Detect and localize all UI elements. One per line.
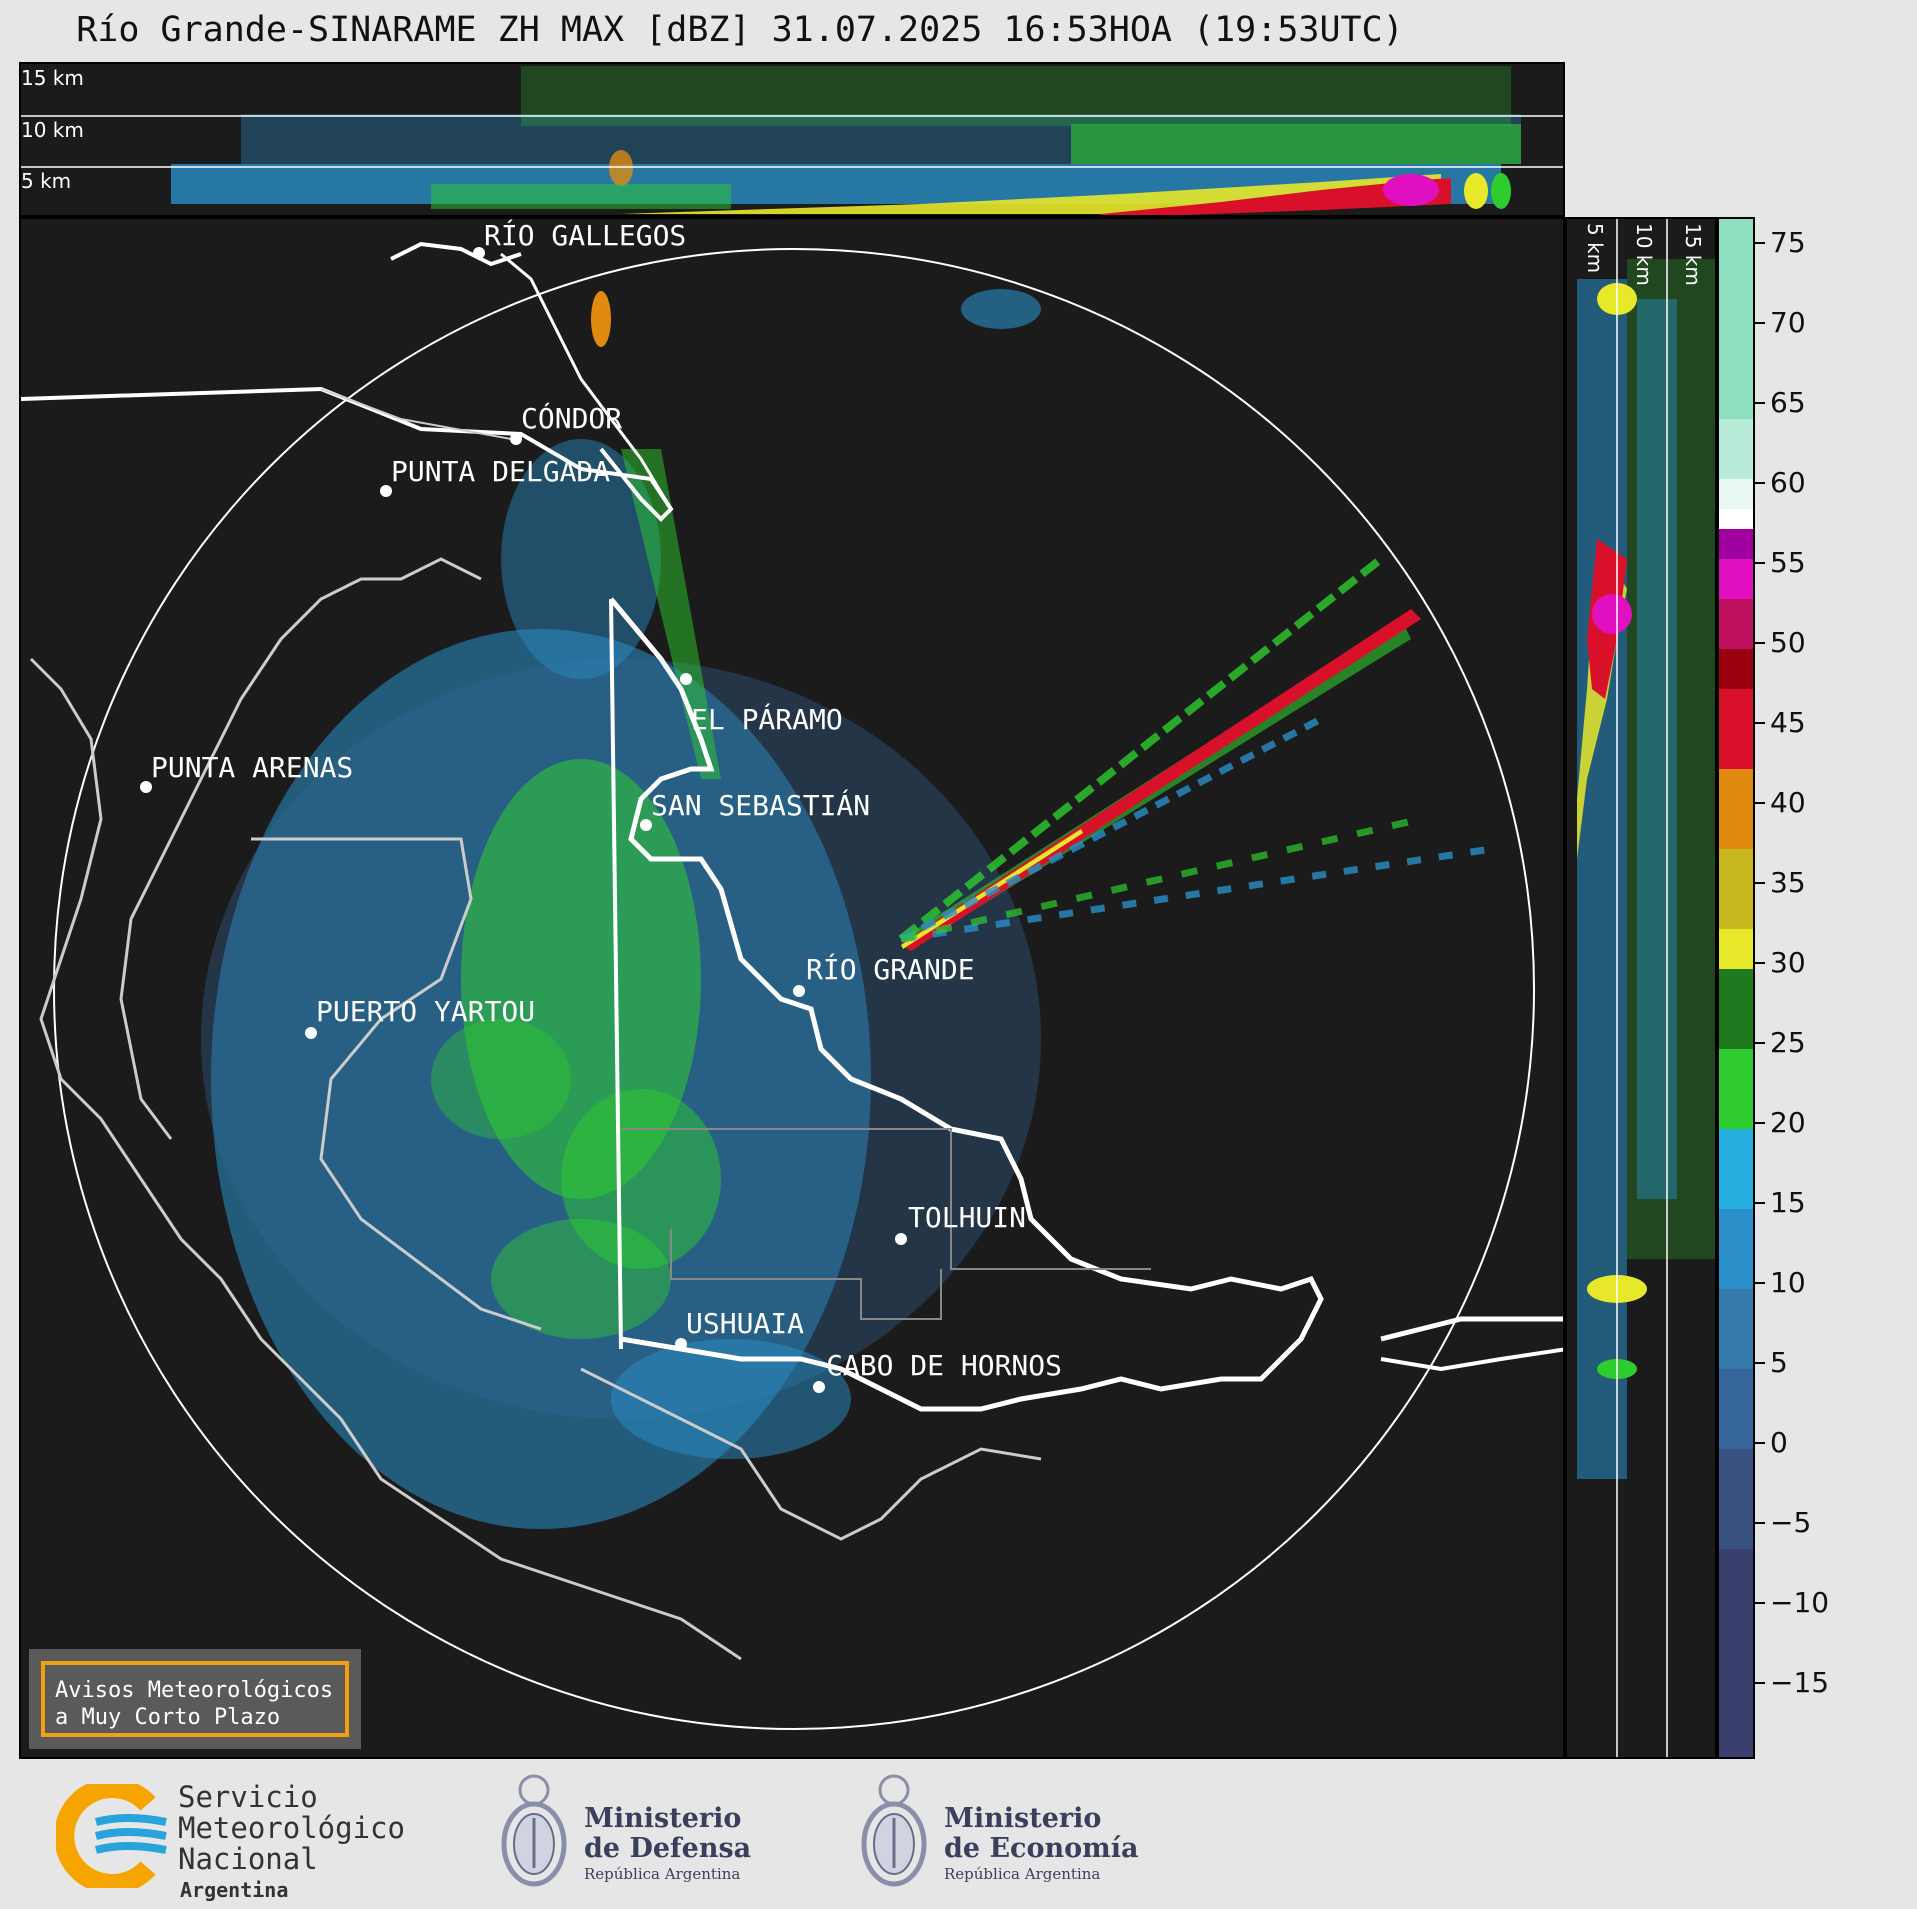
top-profile-graphic <box>21 66 1563 215</box>
side-profile-graphic <box>1577 219 1715 1757</box>
city-label-rio-gallegos: RÍO GALLEGOS <box>484 219 687 252</box>
colorbar-label: 40 <box>1770 786 1806 819</box>
defensa-line-1: Ministerio <box>584 1803 742 1834</box>
notice-line-2: a Muy Corto Plazo <box>55 1705 281 1730</box>
colorbar-label: −5 <box>1770 1506 1812 1539</box>
colorbar-label: 55 <box>1770 546 1806 579</box>
city-label-punta-delgada: PUNTA DELGADA <box>391 455 611 488</box>
colorbar-tick <box>1755 642 1765 644</box>
notice-text: Avisos Meteorológicos a Muy Corto Plazo <box>41 1661 349 1737</box>
argentina-coat-of-arms-icon <box>501 1774 567 1887</box>
city-label-cabo-de-hornos: CABO DE HORNOS <box>826 1349 1063 1382</box>
notice-box: Avisos Meteorológicos a Muy Corto Plazo <box>29 1649 361 1749</box>
city-label-san-sebastian: SAN SEBASTIÁN <box>651 789 871 822</box>
colorbar-label: −15 <box>1770 1666 1830 1699</box>
defensa-sub: República Argentina <box>584 1865 741 1883</box>
colorbar-graphic <box>1719 219 1753 1757</box>
city-label-puerto-yartou: PUERTO YARTOU <box>316 995 536 1028</box>
smn-line-4: Argentina <box>180 1878 289 1902</box>
height-label-10km: 10 km <box>21 118 84 142</box>
colorbar-tick <box>1755 1202 1765 1204</box>
colorbar-tick <box>1755 1042 1765 1044</box>
colorbar-tick <box>1755 1442 1765 1444</box>
colorbar-label: 75 <box>1770 226 1806 259</box>
colorbar-label: 30 <box>1770 946 1806 979</box>
colorbar-tick <box>1755 802 1765 804</box>
colorbar-tick <box>1755 482 1765 484</box>
notice-line-1: Avisos Meteorológicos <box>55 1678 334 1703</box>
radar-map-graphic <box>21 241 1563 1730</box>
colorbar-tick <box>1755 1682 1765 1684</box>
colorbar-label: 5 <box>1770 1346 1788 1379</box>
colorbar-tick <box>1755 402 1765 404</box>
ministerio-economia-text: Ministerio de Economía República Argenti… <box>944 1804 1138 1884</box>
colorbar-label: 70 <box>1770 306 1806 339</box>
city-label-punta-arenas: PUNTA ARENAS <box>151 751 354 784</box>
colorbar-tick <box>1755 1522 1765 1524</box>
economia-sub: República Argentina <box>944 1865 1101 1883</box>
colorbar-tick <box>1755 1602 1765 1604</box>
city-label-el-paramo: EL PÁRAMO <box>691 703 843 736</box>
side-height-label-15km: 15 km <box>1681 223 1705 286</box>
economia-line-1: Ministerio <box>944 1803 1102 1834</box>
side-height-label-5km: 5 km <box>1583 223 1607 274</box>
city-label-tolhuin: TOLHUIN <box>908 1201 1027 1234</box>
top-height-profile: 15 km 10 km 5 km <box>19 62 1565 217</box>
smn-logo-icon <box>56 1784 167 1888</box>
colorbar-tick <box>1755 1282 1765 1284</box>
colorbar-label: 60 <box>1770 466 1806 499</box>
smn-line-2: Meteorológico <box>178 1811 405 1845</box>
dbz-colorbar <box>1717 217 1755 1759</box>
argentina-coat-of-arms-icon-2 <box>861 1774 927 1887</box>
colorbar-label: 25 <box>1770 1026 1806 1059</box>
colorbar-tick <box>1755 322 1765 324</box>
radar-map: RÍO GALLEGOS CÓNDOR PUNTA DELGADA PUNTA … <box>19 217 1565 1759</box>
colorbar-label: 65 <box>1770 386 1806 419</box>
colorbar-tick <box>1755 242 1765 244</box>
height-label-15km: 15 km <box>21 66 84 90</box>
colorbar-label: 15 <box>1770 1186 1806 1219</box>
colorbar-tick <box>1755 562 1765 564</box>
economia-line-2: de Economía <box>944 1833 1139 1864</box>
colorbar-label: 20 <box>1770 1106 1806 1139</box>
smn-logo-text: Servicio Meteorológico Nacional Argentin… <box>178 1782 405 1906</box>
colorbar-label: 0 <box>1770 1426 1788 1459</box>
colorbar-label: 50 <box>1770 626 1806 659</box>
colorbar-tick <box>1755 1122 1765 1124</box>
city-label-condor: CÓNDOR <box>521 402 623 435</box>
colorbar-tick <box>1755 1362 1765 1364</box>
city-label-ushuaia: USHUAIA <box>686 1307 805 1340</box>
ministerio-defensa-text: Ministerio de Defensa República Argentin… <box>584 1804 751 1884</box>
colorbar-tick <box>1755 882 1765 884</box>
colorbar-label: 10 <box>1770 1266 1806 1299</box>
colorbar-label: 45 <box>1770 706 1806 739</box>
city-label-rio-grande: RÍO GRANDE <box>806 953 975 986</box>
map-title: Río Grande-SINARAME ZH MAX [dBZ] 31.07.2… <box>76 10 1404 50</box>
side-height-profile: 5 km 10 km 15 km <box>1565 217 1717 1759</box>
smn-line-3: Nacional <box>178 1842 318 1876</box>
side-height-label-10km: 10 km <box>1632 223 1656 286</box>
defensa-line-2: de Defensa <box>584 1833 752 1864</box>
colorbar-tick <box>1755 962 1765 964</box>
smn-line-1: Servicio <box>178 1780 318 1814</box>
height-label-5km: 5 km <box>21 169 72 193</box>
colorbar-tick <box>1755 722 1765 724</box>
colorbar-label: 35 <box>1770 866 1806 899</box>
colorbar-label: −10 <box>1770 1586 1830 1619</box>
